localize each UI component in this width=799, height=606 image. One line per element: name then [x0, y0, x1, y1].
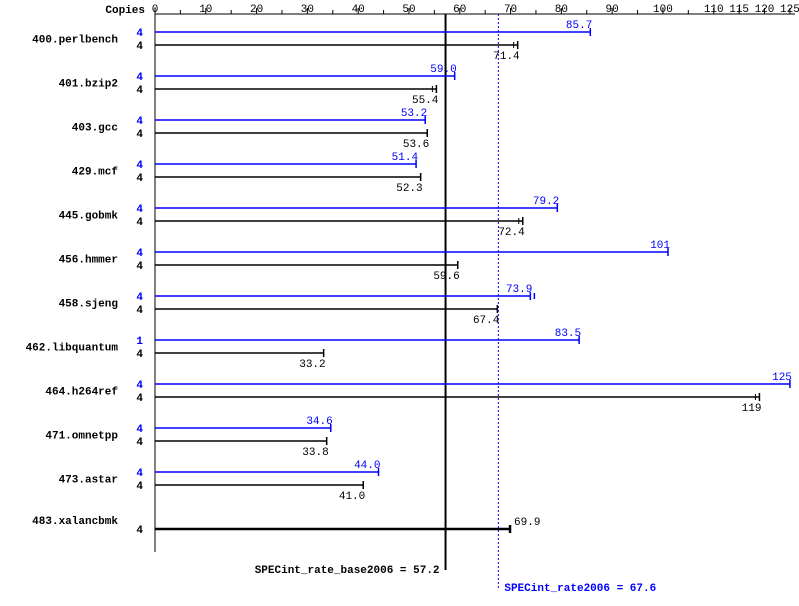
base-value: 33.2 — [299, 359, 325, 371]
tick-label: 110 — [704, 4, 724, 16]
copies-peak: 4 — [136, 424, 143, 436]
copies-base: 4 — [136, 393, 143, 405]
benchmark-label: 483.xalancbmk — [32, 516, 118, 528]
base-value: 33.8 — [302, 447, 328, 459]
base-value: 52.3 — [396, 183, 422, 195]
tick-label: 20 — [250, 4, 263, 16]
tick-label: 10 — [199, 4, 212, 16]
copies-base: 4 — [136, 305, 143, 317]
tick-label: 100 — [653, 4, 673, 16]
copies-base: 4 — [136, 85, 143, 97]
base-value: 53.6 — [403, 139, 429, 151]
base-value: 55.4 — [412, 95, 439, 107]
copies-base: 4 — [136, 437, 143, 449]
benchmark-label: 473.astar — [59, 475, 118, 487]
benchmark-label: 458.sjeng — [59, 299, 118, 311]
copies-base: 4 — [136, 525, 143, 537]
copies-base: 4 — [136, 41, 143, 53]
peak-value: 44.0 — [354, 460, 380, 472]
base-value: 59.6 — [433, 271, 459, 283]
peak-value: 101 — [650, 240, 670, 252]
copies-peak: 4 — [136, 292, 143, 304]
spec-chart: 0102030405060708090100110115120125Copies… — [0, 0, 799, 606]
tick-label: 90 — [606, 4, 619, 16]
base-value: 69.9 — [514, 517, 540, 529]
benchmark-label: 445.gobmk — [59, 211, 119, 223]
copies-base: 4 — [136, 261, 143, 273]
tick-label: 80 — [555, 4, 568, 16]
benchmark-label: 400.perlbench — [32, 35, 118, 47]
benchmark-label: 471.omnetpp — [45, 431, 118, 443]
copies-peak: 4 — [136, 248, 143, 260]
tick-label: 60 — [453, 4, 466, 16]
benchmark-label: 464.h264ref — [45, 387, 118, 399]
copies-peak: 4 — [136, 204, 143, 216]
peak-value: 34.6 — [306, 416, 332, 428]
peak-value: 79.2 — [533, 196, 559, 208]
peak-value: 73.9 — [506, 284, 532, 296]
copies-peak: 4 — [136, 116, 143, 128]
overall-base-label: SPECint_rate_base2006 = 57.2 — [255, 565, 440, 577]
base-value: 67.4 — [473, 315, 500, 327]
base-value: 71.4 — [493, 51, 520, 63]
base-value: 41.0 — [339, 491, 365, 503]
tick-label: 30 — [301, 4, 314, 16]
tick-label: 115 — [729, 4, 749, 16]
benchmark-label: 462.libquantum — [26, 343, 119, 355]
copies-peak: 4 — [136, 160, 143, 172]
tick-label: 125 — [780, 4, 799, 16]
benchmark-label: 403.gcc — [72, 123, 118, 135]
copies-base: 4 — [136, 217, 143, 229]
copies-peak: 4 — [136, 72, 143, 84]
tick-label: 120 — [755, 4, 775, 16]
copies-base: 4 — [136, 173, 143, 185]
base-value: 119 — [742, 403, 762, 415]
benchmark-label: 429.mcf — [72, 167, 119, 179]
copies-base: 4 — [136, 481, 143, 493]
copies-base: 4 — [136, 129, 143, 141]
tick-label: 40 — [352, 4, 365, 16]
copies-peak: 4 — [136, 28, 143, 40]
peak-value: 125 — [772, 372, 792, 384]
copies-peak: 1 — [136, 336, 143, 348]
tick-label: 70 — [504, 4, 517, 16]
tick-label: 50 — [402, 4, 415, 16]
copies-base: 4 — [136, 349, 143, 361]
overall-peak-label: SPECint_rate2006 = 67.6 — [504, 583, 656, 595]
peak-value: 59.0 — [430, 64, 456, 76]
peak-value: 53.2 — [401, 108, 427, 120]
peak-value: 83.5 — [555, 328, 581, 340]
base-value: 72.4 — [498, 227, 525, 239]
benchmark-label: 456.hmmer — [59, 255, 118, 267]
copies-header: Copies — [105, 5, 145, 17]
copies-peak: 4 — [136, 380, 143, 392]
copies-peak: 4 — [136, 468, 143, 480]
benchmark-label: 401.bzip2 — [59, 79, 118, 91]
peak-value: 51.4 — [392, 152, 419, 164]
peak-value: 85.7 — [566, 20, 592, 32]
